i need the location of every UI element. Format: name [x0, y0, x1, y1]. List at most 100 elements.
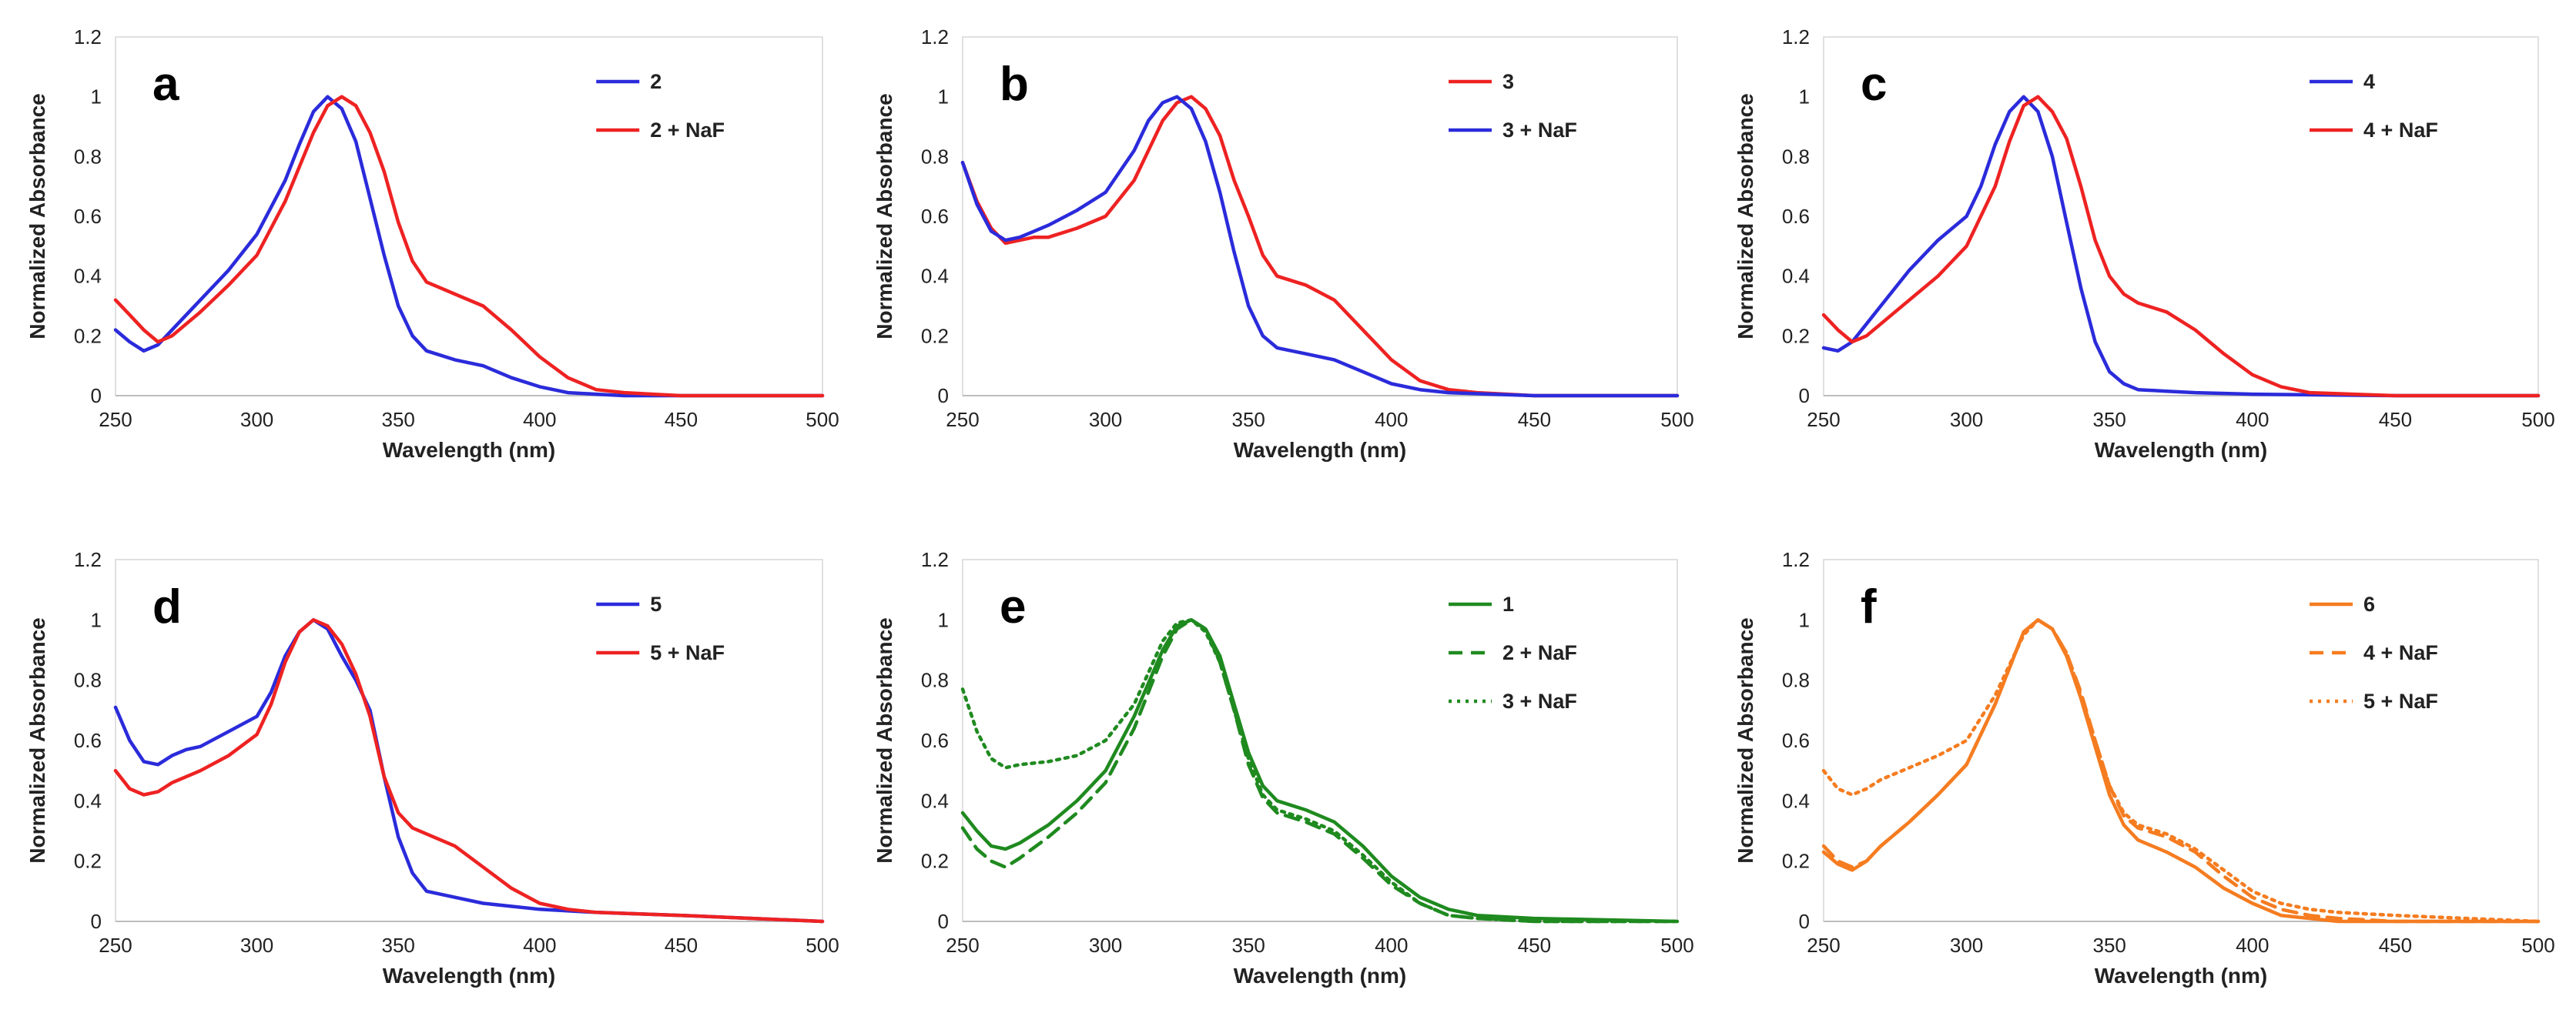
panel-letter: a [152, 58, 179, 111]
x-tick-label: 500 [1660, 934, 1693, 957]
series-line-2 [113, 95, 825, 398]
x-tick-label: 450 [2379, 408, 2412, 431]
y-tick-label: 0.4 [74, 265, 102, 288]
y-axis-title: Normalized Absorbance [873, 617, 896, 863]
x-tick-label: 500 [1660, 408, 1693, 431]
x-tick-label: 500 [806, 408, 839, 431]
y-tick-label: 0.8 [74, 669, 102, 692]
legend-entry: 6 [2363, 593, 2375, 616]
x-tick-label: 350 [2093, 934, 2126, 957]
y-tick-label: 0.6 [74, 729, 102, 752]
x-tick-label: 450 [665, 408, 698, 431]
y-tick-label: 0.8 [1782, 669, 1810, 692]
y-tick-label: 1 [1799, 608, 1810, 631]
legend-entry: 4 + NaF [2363, 119, 2438, 142]
series-line-1 [113, 618, 825, 924]
y-tick-label: 0.4 [74, 789, 102, 812]
y-tick-label: 1 [938, 608, 949, 631]
y-tick-label: 0.6 [921, 729, 949, 752]
x-tick-label: 300 [1089, 408, 1122, 431]
panel-b: 0 0.2 0.4 0.6 0.8 1 1.2 250 300 350 400 450 500 Wavel… [873, 25, 1694, 462]
x-axis-title: Wavelength (nm) [1234, 964, 1407, 988]
y-tick-label: 1.2 [1782, 25, 1810, 48]
y-tick-label: 0 [938, 910, 949, 933]
y-tick-label: 0.6 [921, 205, 949, 228]
x-axis-title: Wavelength (nm) [2095, 438, 2268, 462]
y-tick-label: 0.2 [74, 850, 102, 873]
y-tick-label: 1.2 [1782, 548, 1810, 571]
series-line-1 [960, 95, 1680, 398]
x-tick-label: 400 [523, 934, 556, 957]
y-axis-title: Normalized Absorbance [873, 93, 896, 339]
y-tick-label: 0.6 [74, 205, 102, 228]
y-tick-label: 0.4 [1782, 265, 1810, 288]
x-tick-label: 250 [946, 934, 979, 957]
legend-entry: 1 [1502, 593, 1514, 616]
x-tick-label: 350 [382, 408, 415, 431]
y-tick-label: 1 [1799, 85, 1810, 109]
x-axis-title: Wavelength (nm) [1234, 438, 1407, 462]
legend-entry: 2 [650, 70, 662, 93]
y-axis-title: Normalized Absorbance [1734, 93, 1757, 339]
panel-f: 0 0.2 0.4 0.6 0.8 1 1.2 250 300 350 400 450 500 Wavel… [1734, 548, 2555, 988]
y-tick-label: 0 [1799, 384, 1810, 407]
x-tick-label: 400 [2236, 408, 2269, 431]
legend-entry: 4 [2363, 70, 2375, 93]
y-tick-label: 0 [91, 910, 102, 933]
series-line-1 [960, 618, 1680, 924]
x-tick-label: 300 [1950, 934, 1983, 957]
y-axis-title: Normalized Absorbance [25, 93, 49, 339]
y-tick-label: 0.2 [921, 324, 949, 347]
x-tick-label: 450 [1518, 408, 1551, 431]
x-tick-label: 350 [2093, 408, 2126, 431]
legend-entry: 2 + NaF [1502, 641, 1577, 664]
x-tick-label: 300 [1089, 934, 1122, 957]
legend-entry: 2 + NaF [650, 119, 725, 142]
series-line-2 [113, 618, 825, 924]
y-tick-label: 0.8 [74, 145, 102, 168]
x-tick-label: 450 [1518, 934, 1551, 957]
panel-letter: d [152, 580, 182, 634]
y-axis-title: Normalized Absorbance [25, 617, 49, 863]
y-tick-label: 0.8 [921, 145, 949, 168]
series-line-1 [1821, 618, 2541, 924]
x-tick-label: 500 [2521, 934, 2554, 957]
series-line-2 [960, 95, 1680, 398]
series-line-1 [1821, 95, 2541, 398]
y-tick-label: 1.2 [921, 25, 949, 48]
plot-frame [1823, 559, 2539, 922]
x-tick-label: 250 [946, 408, 979, 431]
y-tick-label: 0.4 [1782, 789, 1810, 812]
panel-d: 0 0.2 0.4 0.6 0.8 1 1.2 250 300 350 400 450 500 Wavel… [25, 548, 839, 988]
legend-entry: 3 + NaF [1502, 119, 1577, 142]
y-tick-label: 0.4 [921, 265, 949, 288]
x-axis-title: Wavelength (nm) [2095, 964, 2268, 988]
panel-c: 0 0.2 0.4 0.6 0.8 1 1.2 250 300 350 400 450 500 Wavel… [1734, 25, 2555, 462]
y-tick-label: 0.2 [74, 324, 102, 347]
y-tick-label: 0.2 [921, 850, 949, 873]
x-tick-label: 300 [240, 934, 273, 957]
x-tick-label: 400 [523, 408, 556, 431]
series-line-2 [1821, 618, 2541, 924]
x-tick-label: 350 [382, 934, 415, 957]
panel-e: 0 0.2 0.4 0.6 0.8 1 1.2 250 300 350 400 450 500 Wavel… [873, 548, 1694, 988]
x-tick-label: 450 [2379, 934, 2412, 957]
y-tick-label: 0 [938, 384, 949, 407]
legend-entry: 5 + NaF [2363, 690, 2438, 713]
series-line-2 [1821, 95, 2541, 398]
y-tick-label: 1 [91, 85, 102, 109]
panel-letter: b [1000, 58, 1029, 111]
y-tick-label: 0 [1799, 910, 1810, 933]
y-tick-label: 0.8 [921, 669, 949, 692]
plot-frame [1823, 36, 2539, 396]
legend-entry: 5 [650, 593, 662, 616]
x-tick-label: 400 [2236, 934, 2269, 957]
x-tick-label: 300 [1950, 408, 1983, 431]
y-tick-label: 0.4 [921, 789, 949, 812]
y-tick-label: 1.2 [74, 548, 102, 571]
y-axis-title: Normalized Absorbance [1734, 617, 1757, 863]
plot-frame [115, 36, 823, 396]
y-tick-label: 0 [91, 384, 102, 407]
y-tick-label: 0.2 [1782, 850, 1810, 873]
legend-entry: 5 + NaF [650, 641, 725, 664]
